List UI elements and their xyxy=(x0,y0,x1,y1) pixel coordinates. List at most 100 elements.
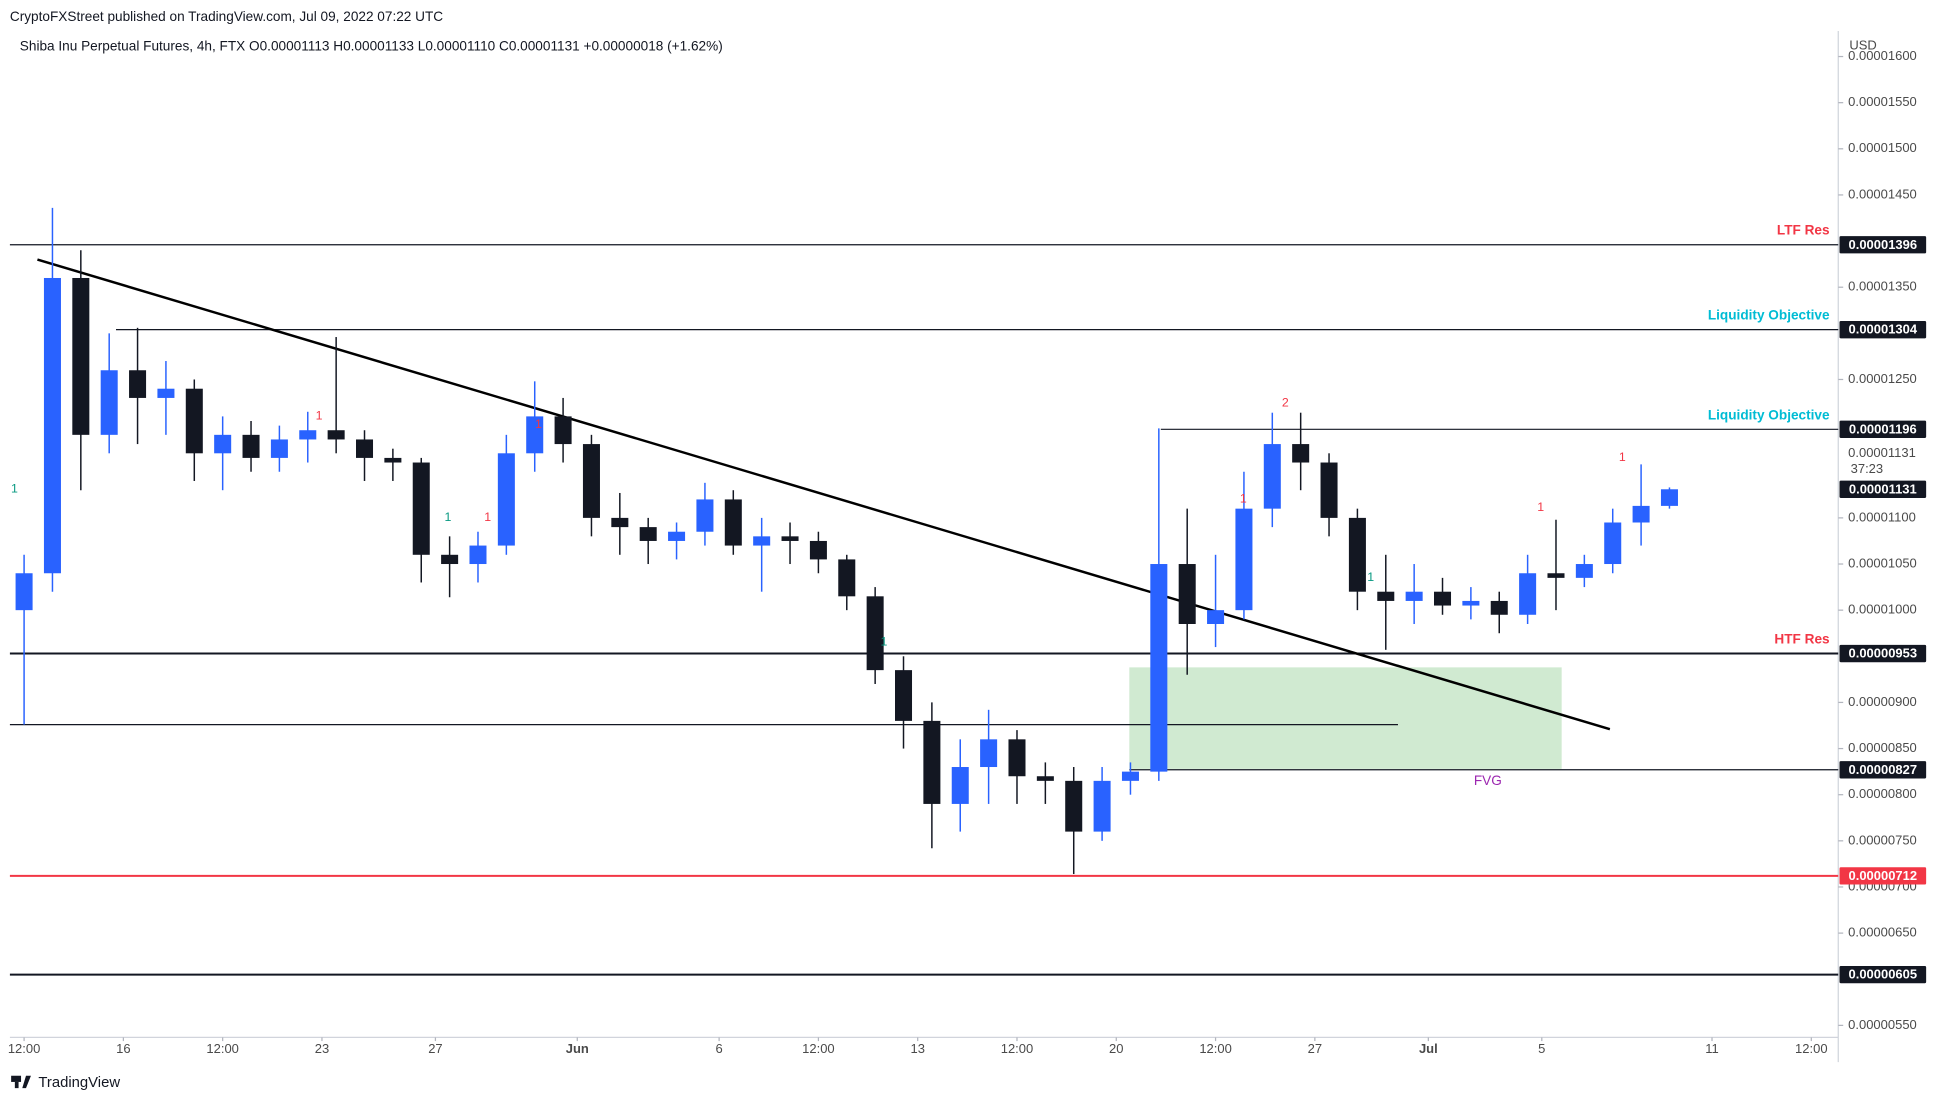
x-tick-label: 20 xyxy=(1109,1041,1123,1056)
candle-body xyxy=(753,536,771,546)
x-tick-label: Jun xyxy=(566,1041,589,1056)
candle-body xyxy=(384,457,402,463)
last-price-title: 0.00001131 xyxy=(1848,445,1916,460)
y-tick-label: 0.00001250 xyxy=(1848,371,1917,386)
sequence-counter: 1 xyxy=(881,635,888,649)
candle-body xyxy=(1462,600,1480,606)
sequence-counter: 1 xyxy=(484,510,491,524)
candle-body xyxy=(1377,591,1395,601)
candle-body xyxy=(1405,591,1423,601)
candle-body xyxy=(441,554,459,565)
y-tick-label: 0.00000550 xyxy=(1848,1017,1917,1032)
x-tick-label: 27 xyxy=(428,1041,442,1056)
level-price-label: 0.00001196 xyxy=(1849,421,1917,436)
candle-body xyxy=(469,545,487,565)
sequence-counter: 1 xyxy=(1240,492,1247,506)
currency-label: USD xyxy=(1849,37,1876,52)
level-price-label-box xyxy=(1839,761,1927,779)
y-tick-label: 0.00000900 xyxy=(1848,694,1917,709)
candle-body xyxy=(895,670,913,721)
candle-body xyxy=(1207,610,1225,624)
x-tick-label: 12:00 xyxy=(8,1041,41,1056)
candle-body xyxy=(668,531,686,541)
candle-body xyxy=(1065,780,1083,832)
candle-body xyxy=(497,453,515,546)
candle-body xyxy=(611,517,629,528)
candle-body xyxy=(838,559,856,597)
footer-brand: TradingView xyxy=(38,1075,120,1091)
sequence-counter: 1 xyxy=(11,482,18,496)
candle-body xyxy=(242,434,260,458)
candle-body xyxy=(1093,780,1111,832)
sequence-counter: 1 xyxy=(1537,500,1544,514)
y-tick-label: 0.00000850 xyxy=(1848,740,1917,755)
level-label: Liquidity Objective xyxy=(1708,407,1830,422)
countdown: 37:23 xyxy=(1851,461,1884,476)
x-tick-label: 12:00 xyxy=(206,1041,239,1056)
last-price-label-box xyxy=(1839,480,1927,498)
level-label: HTF Res xyxy=(1774,632,1830,647)
x-tick-label: 12:00 xyxy=(802,1041,835,1056)
candle-body xyxy=(1292,444,1310,463)
candle-body xyxy=(1008,739,1026,777)
x-tick-label: 11 xyxy=(1705,1041,1718,1056)
candle-body xyxy=(157,388,175,398)
level-price-label-box xyxy=(1839,420,1927,438)
x-tick-label: 23 xyxy=(315,1041,329,1056)
candle-body xyxy=(1604,522,1622,565)
x-tick-label: Jul xyxy=(1419,1041,1438,1056)
candle-body xyxy=(1150,564,1168,772)
x-tick-label: 12:00 xyxy=(1199,1041,1232,1056)
candle-body xyxy=(639,527,657,541)
candle-body xyxy=(526,416,544,454)
y-tick-label: 0.00001500 xyxy=(1848,140,1917,155)
sequence-counter: 1 xyxy=(444,510,451,524)
x-tick-label: 27 xyxy=(1308,1041,1322,1056)
level-price-label-box xyxy=(1839,867,1927,885)
fvg-label: FVG xyxy=(1474,773,1502,788)
fvg-zone xyxy=(1129,667,1562,769)
level-price-label: 0.00000953 xyxy=(1849,646,1918,661)
candle-body xyxy=(866,596,884,671)
candle-body xyxy=(1434,591,1452,606)
level-price-label: 0.00000712 xyxy=(1849,868,1918,883)
candle-body xyxy=(214,434,232,454)
candle-body xyxy=(185,388,203,454)
y-tick-label: 0.00001350 xyxy=(1848,279,1917,294)
level-label: LTF Res xyxy=(1777,223,1830,238)
candle-body xyxy=(1263,444,1281,509)
candle-body xyxy=(100,370,118,435)
candle-body xyxy=(1547,573,1565,578)
trendline xyxy=(37,258,1611,731)
sequence-counter: 2 xyxy=(1282,396,1289,410)
candle-body xyxy=(129,370,147,398)
level-price-label-box xyxy=(1839,644,1927,663)
candle-body xyxy=(781,536,799,541)
tradingview-logo xyxy=(11,1075,31,1089)
y-tick-label: 0.00001000 xyxy=(1848,602,1917,617)
x-tick-label: 13 xyxy=(910,1041,924,1056)
candle-body xyxy=(1121,771,1139,781)
x-tick-label: 12:00 xyxy=(1001,1041,1034,1056)
sequence-counter: 1 xyxy=(1367,570,1374,584)
candle-body xyxy=(1348,517,1366,592)
last-price-label: 0.00001131 xyxy=(1849,481,1917,496)
candle-body xyxy=(554,416,572,445)
candle-body xyxy=(1660,489,1678,506)
x-tick-label: 5 xyxy=(1538,1041,1545,1056)
level-price-label: 0.00001304 xyxy=(1849,322,1918,337)
candle-body xyxy=(412,462,430,555)
candle-body xyxy=(327,430,345,440)
level-label: Liquidity Objective xyxy=(1708,308,1830,323)
x-tick-label: 16 xyxy=(116,1041,130,1056)
y-tick-label: 0.00000750 xyxy=(1848,832,1917,847)
candle-body xyxy=(1632,505,1650,523)
candle-body xyxy=(1575,564,1593,578)
y-tick-label: 0.00000800 xyxy=(1848,786,1917,801)
y-tick-label: 0.00001450 xyxy=(1848,186,1917,201)
candle-body xyxy=(923,720,941,804)
candle-body xyxy=(1178,564,1196,624)
candle-body xyxy=(951,767,969,804)
candle-body xyxy=(72,277,90,435)
